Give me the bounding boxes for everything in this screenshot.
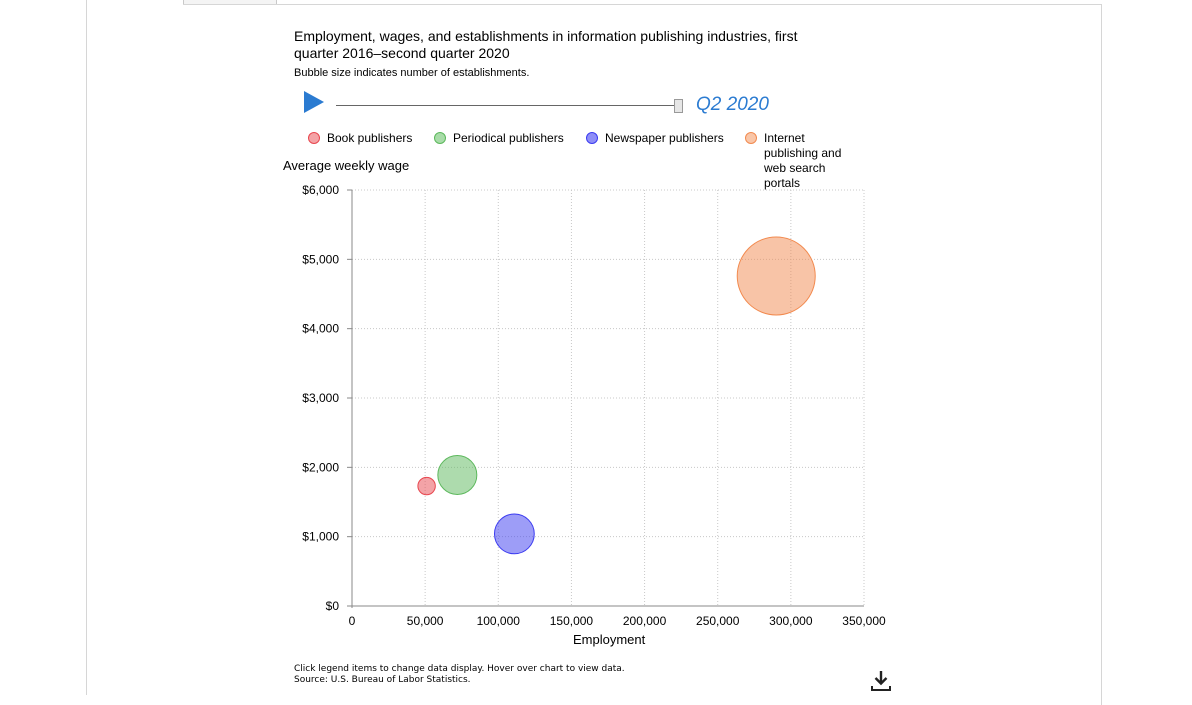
x-tick-label: 0	[349, 614, 356, 628]
legend-swatch	[586, 132, 598, 144]
legend-item-book-publishers[interactable]: Book publishers	[308, 131, 412, 146]
legend-swatch	[434, 132, 446, 144]
legend-label: Book publishers	[327, 131, 413, 145]
download-icon[interactable]	[871, 670, 891, 692]
time-slider-track[interactable]	[336, 105, 678, 106]
y-tick-label: $1,000	[302, 530, 339, 544]
chart-title: Employment, wages, and establishments in…	[294, 28, 798, 61]
y-tick-label: $6,000	[302, 183, 339, 197]
x-axis-title: Employment	[573, 632, 646, 647]
period-label: Q2 2020	[696, 94, 769, 115]
x-tick-label: 100,000	[477, 614, 521, 628]
bubble[interactable]	[437, 454, 478, 495]
legend-item-internet-publishing[interactable]: Internet publishing and web search porta…	[745, 131, 856, 191]
x-tick-label: 150,000	[550, 614, 594, 628]
y-axis-title: Average weekly wage	[283, 158, 410, 173]
frame-left-line	[86, 0, 87, 695]
legend-item-newspaper-publishers[interactable]: Newspaper publishers	[586, 131, 724, 146]
bubble[interactable]	[493, 513, 535, 555]
x-tick-label: 200,000	[623, 614, 667, 628]
x-tick-label: 350,000	[842, 614, 886, 628]
legend-swatch	[745, 132, 757, 144]
bubble[interactable]	[736, 236, 816, 316]
chart-subtitle: Bubble size indicates number of establis…	[294, 67, 530, 79]
y-tick-label: $0	[326, 599, 340, 613]
footer-note: Click legend items to change data displa…	[294, 664, 625, 674]
y-tick-label: $3,000	[302, 391, 339, 405]
legend-swatch	[308, 132, 320, 144]
y-tick-label: $4,000	[302, 322, 339, 336]
legend-label: Newspaper publishers	[605, 131, 724, 145]
x-tick-label: 50,000	[407, 614, 444, 628]
footer-source: Source: U.S. Bureau of Labor Statistics.	[294, 675, 471, 685]
time-slider-handle[interactable]	[674, 99, 683, 113]
x-tick-label: 250,000	[696, 614, 740, 628]
legend-item-periodical-publishers[interactable]: Periodical publishers	[434, 131, 564, 146]
x-tick-label: 300,000	[769, 614, 813, 628]
y-tick-label: $2,000	[302, 460, 339, 474]
legend-label: Periodical publishers	[453, 131, 564, 145]
bubble[interactable]	[417, 476, 436, 496]
chart-footer: Click legend items to change data displa…	[294, 664, 625, 686]
legend-label: Internet publishing and web search porta…	[764, 131, 842, 190]
play-icon[interactable]	[304, 91, 324, 113]
panel-frame	[183, 4, 1102, 705]
y-tick-label: $5,000	[302, 252, 339, 266]
